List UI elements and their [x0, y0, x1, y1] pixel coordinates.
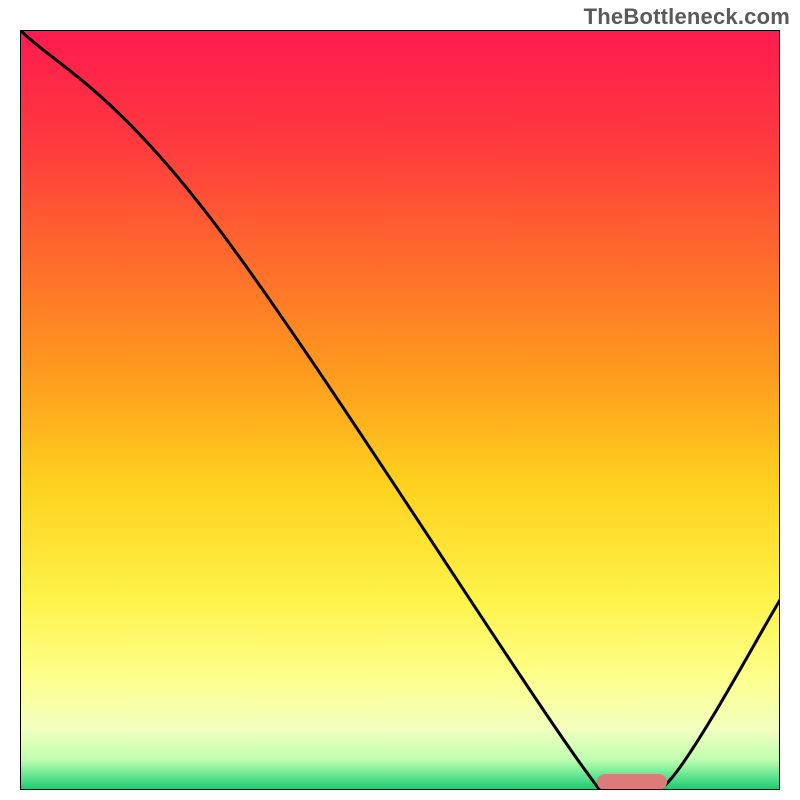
- plot-area: [20, 30, 780, 790]
- chart-container: TheBottleneck.com: [0, 0, 800, 800]
- chart-background: [20, 30, 780, 790]
- trough-marker: [597, 774, 667, 790]
- chart-svg: [20, 30, 780, 790]
- watermark-text: TheBottleneck.com: [584, 4, 790, 30]
